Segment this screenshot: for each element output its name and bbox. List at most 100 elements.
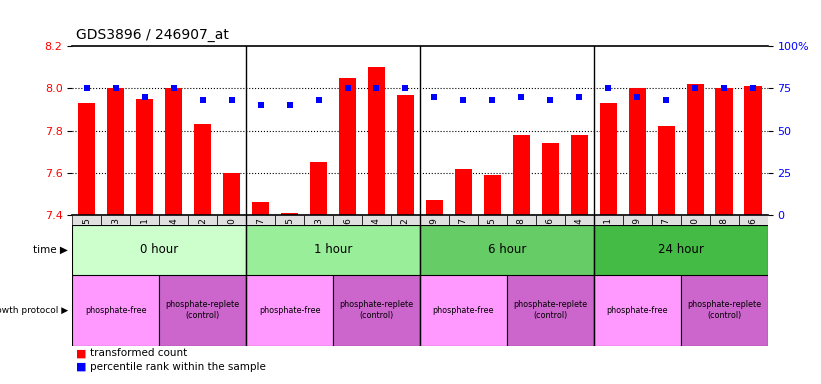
Text: GSM618335: GSM618335 [285, 217, 294, 272]
Text: GSM618345: GSM618345 [488, 217, 497, 272]
Text: growth protocol ▶: growth protocol ▶ [0, 306, 68, 314]
Text: phosphate-replete
(control): phosphate-replete (control) [513, 300, 587, 320]
Bar [362, 215, 391, 317]
Bar [629, 88, 646, 215]
Bar [72, 275, 159, 346]
Bar [188, 215, 217, 317]
Bar [571, 135, 588, 215]
Text: GSM618330: GSM618330 [690, 217, 699, 272]
Bar [368, 67, 385, 215]
Text: 1 hour: 1 hour [314, 243, 352, 256]
Text: phosphate-free: phosphate-free [433, 306, 494, 314]
Bar [594, 275, 681, 346]
Bar [159, 275, 246, 346]
Bar [507, 275, 594, 346]
Bar [594, 225, 768, 275]
Bar [275, 215, 304, 317]
Text: ■: ■ [76, 362, 87, 372]
Bar [339, 78, 356, 215]
Bar [745, 86, 762, 215]
Text: transformed count: transformed count [90, 348, 187, 358]
Text: GSM618336: GSM618336 [546, 217, 555, 272]
Bar [246, 225, 420, 275]
Text: GSM618340: GSM618340 [227, 217, 236, 272]
Text: GSM618339: GSM618339 [633, 217, 642, 272]
Bar [599, 103, 617, 215]
Bar [507, 215, 536, 317]
Text: GSM618346: GSM618346 [749, 217, 758, 272]
Bar [252, 202, 269, 215]
Text: phosphate-free: phosphate-free [259, 306, 320, 314]
Bar [542, 143, 559, 215]
Bar [281, 213, 298, 215]
Bar [681, 275, 768, 346]
Bar [246, 275, 333, 346]
Bar [594, 215, 623, 317]
Text: GSM618347: GSM618347 [662, 217, 671, 272]
Text: 6 hour: 6 hour [488, 243, 526, 256]
Bar [658, 126, 675, 215]
Bar [217, 215, 246, 317]
Text: phosphate-free: phosphate-free [85, 306, 146, 314]
Bar [455, 169, 472, 215]
Bar [739, 215, 768, 317]
Bar [223, 173, 241, 215]
Text: GSM618333: GSM618333 [111, 217, 120, 272]
Bar [246, 215, 275, 317]
Bar [304, 215, 333, 317]
Text: percentile rank within the sample: percentile rank within the sample [90, 362, 266, 372]
Text: 24 hour: 24 hour [658, 243, 704, 256]
Bar [333, 275, 420, 346]
Bar [715, 88, 733, 215]
Text: GSM618329: GSM618329 [430, 217, 439, 272]
Bar [131, 215, 159, 317]
Bar [72, 215, 101, 317]
Text: GSM618332: GSM618332 [198, 217, 207, 272]
Bar [681, 215, 709, 317]
Bar [426, 200, 443, 215]
Bar [652, 215, 681, 317]
Bar [478, 215, 507, 317]
Bar [420, 225, 594, 275]
Text: GSM618334: GSM618334 [372, 217, 381, 272]
Text: phosphate-replete
(control): phosphate-replete (control) [687, 300, 761, 320]
Bar [165, 88, 182, 215]
Text: phosphate-free: phosphate-free [607, 306, 668, 314]
Text: 0 hour: 0 hour [140, 243, 178, 256]
Text: GSM618325: GSM618325 [82, 217, 91, 272]
Bar [536, 215, 565, 317]
Text: GSM618344: GSM618344 [575, 217, 584, 272]
Bar [484, 175, 501, 215]
Bar [565, 215, 594, 317]
Text: GSM618331: GSM618331 [603, 217, 612, 272]
Bar [686, 84, 704, 215]
Text: GSM618337: GSM618337 [459, 217, 468, 272]
Text: GSM618338: GSM618338 [720, 217, 729, 272]
Text: time ▶: time ▶ [34, 245, 68, 255]
Bar [397, 94, 414, 215]
Text: GSM618327: GSM618327 [256, 217, 265, 272]
Bar [101, 215, 131, 317]
Bar [107, 88, 125, 215]
Text: phosphate-replete
(control): phosphate-replete (control) [339, 300, 414, 320]
Text: GSM618328: GSM618328 [517, 217, 526, 272]
Bar [159, 215, 188, 317]
Text: phosphate-replete
(control): phosphate-replete (control) [166, 300, 240, 320]
Bar [72, 225, 246, 275]
Text: GSM618341: GSM618341 [140, 217, 149, 272]
Text: ■: ■ [76, 348, 87, 358]
Bar [709, 215, 739, 317]
Bar [512, 135, 530, 215]
Bar [449, 215, 478, 317]
Text: GSM618324: GSM618324 [169, 217, 178, 272]
Bar [333, 215, 362, 317]
Bar [420, 275, 507, 346]
Bar [310, 162, 328, 215]
Bar [420, 215, 449, 317]
Bar [136, 99, 154, 215]
Text: GSM618342: GSM618342 [401, 217, 410, 272]
Bar [78, 103, 95, 215]
Bar [391, 215, 420, 317]
Bar [194, 124, 211, 215]
Bar [623, 215, 652, 317]
